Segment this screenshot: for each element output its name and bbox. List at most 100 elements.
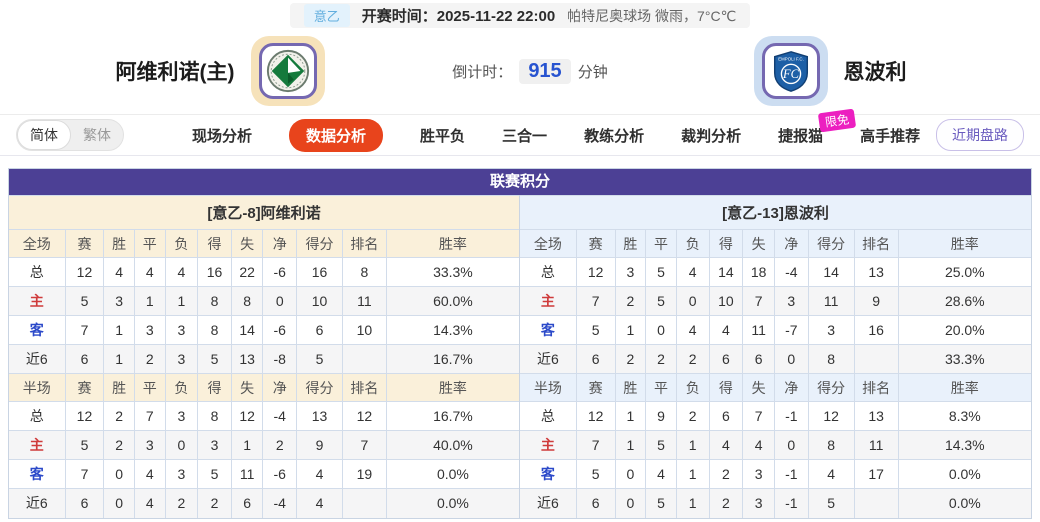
stat-cell: 13 [853,257,899,287]
table-row: 全场赛胜平负得失净得分 排名 胜率 [520,229,1031,258]
stat-cell: 2 [614,286,647,316]
column-header: 得分 [807,229,855,258]
kickoff-label: 开赛时间： [361,8,437,25]
stat-cell: 12 [64,257,105,287]
stat-cell: 4 [133,488,166,518]
top-info-bar: 意乙 开赛时间：2025-11-22 22:00 帕特尼奥球场 微雨，7°C℃ [0,0,1040,28]
stat-cell: -6 [262,315,298,345]
league-points-title: 联赛积分 [9,169,1031,195]
lang-traditional[interactable]: 繁体 [83,127,111,143]
stat-cell: 40.0% [385,430,519,460]
away-crest-frame: EMPOLI F.C. FC [761,43,820,99]
lang-simplified[interactable]: 简体 [17,120,71,150]
row-label: 主 [9,430,66,460]
stat-cell: 14 [708,257,744,287]
column-header: 赛 [575,229,616,258]
tab-jiebaomao[interactable]: 捷报猫 限免 [778,108,857,146]
row-label: 主 [9,286,66,316]
column-header: 平 [133,373,166,402]
stat-cell: 6 [742,344,775,374]
column-header: 净 [773,229,809,258]
kickoff-value: 2025-11-22 22:00 [436,8,556,25]
row-label: 总 [520,257,577,287]
column-header: 负 [675,373,710,402]
stat-cell: 16.7% [385,344,519,374]
away-team-name: 恩波利 [843,61,907,84]
tab-data-analysis[interactable]: 数据分析 [289,118,384,152]
column-header: 得 [708,229,744,258]
table-row: 主 5 3 1 1 8 8 0 10 11 60.0% [9,286,519,316]
stat-cell: 4 [133,257,166,287]
tab-live-analysis[interactable]: 现场分析 [192,127,253,145]
stat-cell: 5 [645,488,677,518]
column-header: 得分 [296,373,343,402]
stat-cell: 5 [197,459,232,489]
stat-cell: 7 [742,286,775,316]
tab-three-in-one[interactable]: 三合一 [502,127,548,145]
stat-cell: 4 [675,257,710,287]
stat-cell: 0 [675,286,710,316]
stat-cell: 2 [708,459,744,489]
stat-cell: 4 [807,459,855,489]
stat-cell: 5 [645,430,677,460]
table-row: 总 12 4 4 4 16 22 -6 16 8 33.3% [9,257,519,287]
stat-cell: 4 [296,459,343,489]
stat-cell: -8 [262,344,298,374]
recent-odds-button[interactable]: 近期盘路 [936,119,1024,151]
stat-cell: 2 [103,430,135,460]
stat-cell: 0 [645,315,677,345]
stat-cell: 2 [645,344,677,374]
away-stats-half: [意乙-13]恩波利 全场赛胜平负得失净得分 排名 胜率总 12 3 5 4 14 18 -4 14 1… [520,195,1031,518]
row-label: 近6 [520,344,577,374]
stat-cell: 18 [742,257,775,287]
away-team-section: EMPOLI F.C. FC 恩波利 [620,36,1040,106]
stat-cell: 0 [164,430,199,460]
language-toggle[interactable]: 简体 繁体 [16,119,124,151]
stat-cell: 2 [164,488,199,518]
stat-cell: -6 [262,459,298,489]
stat-cell: -4 [773,257,809,287]
column-header: 胜 [103,229,135,258]
stat-cell: 4 [296,488,343,518]
stat-cell: 8 [197,401,232,431]
stat-cell: 5 [645,257,677,287]
table-row: 近6 6 0 4 2 2 6 -4 4 0.0% [9,488,519,518]
column-header: 失 [742,229,775,258]
table-row: 客 7 0 4 3 5 11 -6 4 19 0.0% [9,459,519,489]
stat-cell: 2 [614,344,647,374]
tab-referee-analysis[interactable]: 裁判分析 [681,127,742,145]
stat-cell: 5 [64,430,105,460]
tab-expert-picks[interactable]: 高手推荐 [860,127,921,145]
column-header: 胜 [103,373,135,402]
stat-cell: 11 [807,286,855,316]
stat-cell: 6 [230,488,264,518]
tab-win-draw-lose[interactable]: 胜平负 [420,127,466,145]
column-header: 负 [164,229,199,258]
table-row: 近6 6 2 2 2 6 6 0 8 33.3% [520,344,1031,374]
stat-cell: 4 [675,315,710,345]
stat-cell: 3 [133,315,166,345]
tab-coach-analysis[interactable]: 教练分析 [584,127,645,145]
stat-cell: 9 [296,430,343,460]
column-header: 平 [645,373,677,402]
stat-cell [341,344,387,374]
match-info-strip: 意乙 开赛时间：2025-11-22 22:00 帕特尼奥球场 微雨，7°C℃ [289,3,751,28]
stat-cell: 2 [262,430,298,460]
countdown-unit: 分钟 [577,63,608,81]
column-header: 赛 [64,373,105,402]
stat-cell: 25.0% [897,257,1031,287]
home-team-name: 阿维利诺(主) [115,61,235,84]
tabs: 现场分析 数据分析 胜平负 三合一 教练分析 裁判分析 捷报猫 限免 高手推荐 [192,108,921,152]
stat-cell: 0.0% [385,459,519,489]
column-header: 平 [133,229,166,258]
stat-cell: 8.3% [897,401,1031,431]
stat-cell: 6 [575,488,616,518]
stat-cell: 6 [64,344,105,374]
column-header: 赛 [64,229,105,258]
away-crest-icon: EMPOLI F.C. FC [773,51,808,92]
stat-cell: 2 [708,488,744,518]
column-header: 得 [197,373,232,402]
stat-cell: 0.0% [385,488,519,518]
stat-cell: 3 [614,257,647,287]
home-crest-frame [258,43,317,99]
